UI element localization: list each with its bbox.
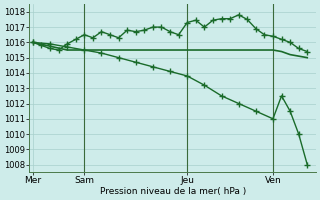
X-axis label: Pression niveau de la mer( hPa ): Pression niveau de la mer( hPa ) xyxy=(100,187,246,196)
